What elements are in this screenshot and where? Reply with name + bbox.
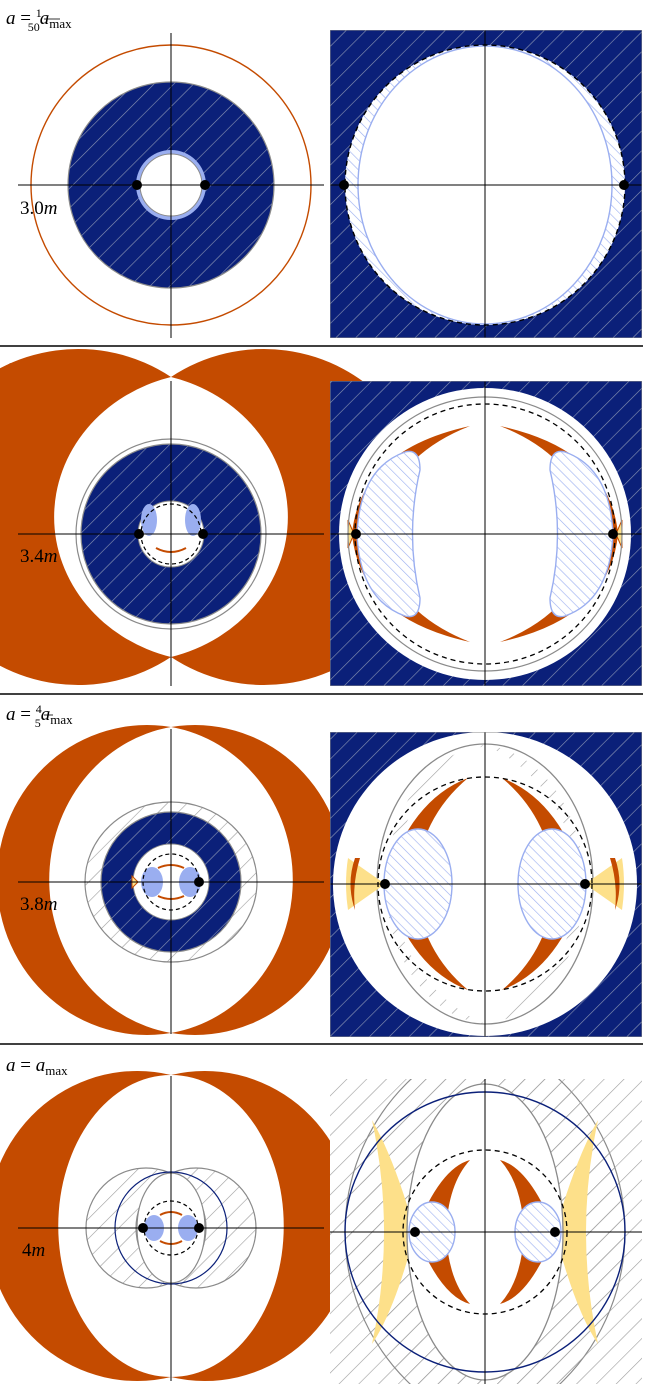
panel-1-right-diagram bbox=[330, 30, 642, 338]
orange-sliver bbox=[610, 858, 620, 910]
panel-4-left-diagram: 4m bbox=[0, 1071, 355, 1381]
horizon-point bbox=[410, 1227, 420, 1237]
orange-crescent-right bbox=[171, 1071, 355, 1381]
panel-3-left-diagram: 3.8m bbox=[0, 725, 346, 1035]
orange-crescent-right bbox=[171, 725, 346, 1035]
horizon-point bbox=[200, 180, 210, 190]
horizon-point bbox=[619, 180, 629, 190]
horizon-point bbox=[550, 1227, 560, 1237]
radius-label: 3.0m bbox=[20, 198, 57, 219]
panel-3: a = 4 5amax 3.8m bbox=[0, 702, 642, 1037]
panel-3-right-diagram bbox=[330, 732, 642, 1037]
panel-2: a = 25amax 3.4m bbox=[0, 349, 642, 686]
radius-label: 3.4m bbox=[20, 546, 57, 567]
horizon-point bbox=[608, 529, 618, 539]
horizon-point bbox=[580, 879, 590, 889]
orange-crescent-left bbox=[0, 725, 171, 1035]
radius-label: 4m bbox=[22, 1240, 45, 1261]
panel-3-parameter: a = 4 5amax bbox=[6, 702, 73, 730]
panel-4-parameter: a = amax bbox=[6, 1055, 68, 1078]
horizon-point bbox=[132, 180, 142, 190]
panel-4-right-diagram bbox=[330, 1079, 642, 1384]
orange-crescent-left bbox=[0, 349, 171, 685]
horizon-point bbox=[134, 529, 144, 539]
horizon-point bbox=[198, 529, 208, 539]
blue-lobe bbox=[185, 504, 201, 536]
horizon-point bbox=[138, 1223, 148, 1233]
panel-1-left-diagram: 3.0m bbox=[18, 33, 324, 338]
horizon-point bbox=[380, 879, 390, 889]
horizon-point bbox=[339, 180, 349, 190]
panel-2-right-diagram bbox=[330, 381, 642, 686]
panel-1: a = 1 50amax 3.0m bbox=[6, 6, 642, 338]
horizon-point bbox=[194, 877, 204, 887]
orange-sliver bbox=[350, 858, 360, 910]
orange-crescent-left bbox=[0, 1071, 171, 1381]
horizon-point bbox=[351, 529, 361, 539]
blue-lobe bbox=[141, 504, 157, 536]
panel-4: a = amax 4m bbox=[0, 1055, 642, 1384]
radius-label: 3.8m bbox=[20, 894, 57, 915]
horizon-point bbox=[194, 1223, 204, 1233]
panel-1-parameter: a = 1 50amax bbox=[6, 6, 72, 34]
